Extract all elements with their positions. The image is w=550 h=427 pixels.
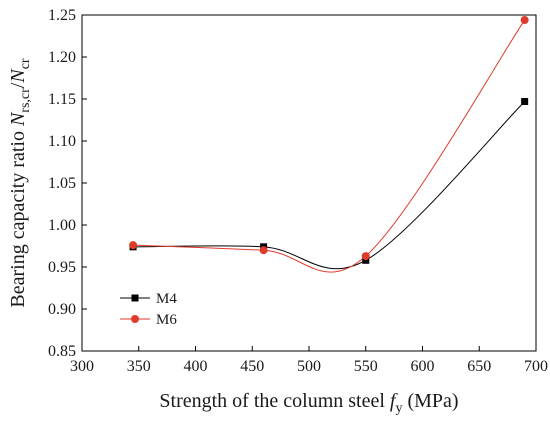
y-tick-label: 1.10 [48,133,76,150]
data-point-m6 [129,241,138,250]
legend-label-m6: M6 [156,312,177,328]
y-axis-title: Bearing capacity ratio Nrs,cr/Ncr [7,58,33,308]
x-tick-label: 450 [240,358,264,375]
x-tick-label: 350 [127,358,151,375]
y-axis-ticks: 0.85 0.90 0.95 1.00 1.05 1.10 1.15 1.20 1.25 [48,7,87,360]
data-point-m4 [362,256,370,264]
data-point-m6 [361,252,370,261]
legend-marker-m4 [131,294,139,302]
x-tick-label: 600 [411,358,435,375]
y-tick-label: 1.00 [48,217,76,234]
legend-label-m4: M4 [156,291,177,307]
legend-marker-m6 [131,315,139,323]
y-tick-label: 0.85 [48,343,76,360]
y-tick-label: 1.05 [48,175,76,192]
y-tick-label: 0.90 [48,301,76,318]
data-point-m6 [520,16,529,25]
x-tick-label: 400 [184,358,208,375]
data-point-m6 [259,246,268,255]
x-tick-label: 500 [297,358,321,375]
x-tick-label: 550 [354,358,378,375]
series-layer [129,16,529,273]
x-axis-ticks: 300 350 400 450 500 550 600 650 700 [70,346,548,375]
y-tick-label: 1.25 [48,7,76,24]
y-tick-label: 0.95 [48,259,76,276]
series-line-m4 [133,101,526,270]
data-point-m4 [521,98,529,106]
series-line-m6 [133,19,526,273]
y-tick-label: 1.15 [48,91,76,108]
x-axis-title: Strength of the column steel fy (MPa) [159,390,458,416]
plot-frame [81,14,537,352]
y-tick-label: 1.20 [48,49,76,66]
x-tick-label: 300 [70,358,94,375]
x-tick-label: 700 [524,358,548,375]
x-tick-label: 650 [467,358,491,375]
